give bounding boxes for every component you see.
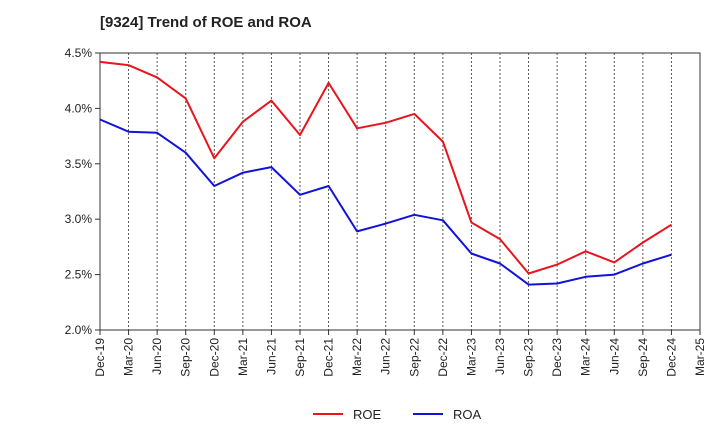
x-tick-label: Jun-20 bbox=[150, 338, 164, 375]
x-tick-label: Sep-22 bbox=[407, 338, 421, 377]
x-tick-label: Mar-24 bbox=[579, 338, 593, 376]
x-tick-label: Dec-24 bbox=[664, 338, 678, 377]
series-line-roa bbox=[99, 118, 672, 286]
x-tick-label: Jun-21 bbox=[264, 338, 278, 375]
y-tick-label: 4.0% bbox=[65, 101, 93, 115]
x-tick-label: Sep-20 bbox=[179, 338, 193, 377]
x-tick-label: Sep-21 bbox=[293, 338, 307, 377]
x-tick-label: Dec-23 bbox=[550, 338, 564, 377]
legend-label-roa: ROA bbox=[453, 407, 482, 422]
x-tick-label: Jun-24 bbox=[607, 338, 621, 375]
x-tick-label: Mar-20 bbox=[122, 338, 136, 376]
x-tick-label: Mar-21 bbox=[236, 338, 250, 376]
legend-label-roe: ROE bbox=[353, 407, 382, 422]
grid-lines bbox=[128, 53, 672, 330]
axes: 2.0% 2.5% 3.0% 3.5% 4.0% 4.5% Dec-19 Mar-20 Jun-… bbox=[65, 46, 707, 377]
legend: ROE ROA bbox=[313, 407, 482, 422]
plot-frame bbox=[99, 52, 701, 331]
series-lines bbox=[99, 60, 672, 286]
x-tick-label: Dec-22 bbox=[436, 338, 450, 377]
y-tick-label: 3.0% bbox=[65, 212, 93, 226]
y-tick-label: 2.5% bbox=[65, 268, 93, 282]
x-tick-label: Mar-23 bbox=[464, 338, 478, 376]
y-tick-label: 4.5% bbox=[65, 46, 93, 60]
x-tick-label: Mar-25 bbox=[693, 338, 707, 376]
x-tick-label: Dec-20 bbox=[207, 338, 221, 377]
y-tick-label: 3.5% bbox=[65, 157, 93, 171]
x-tick-label: Jun-22 bbox=[379, 338, 393, 375]
y-tick-label: 2.0% bbox=[65, 323, 93, 337]
x-tick-label: Dec-19 bbox=[93, 338, 107, 377]
x-tick-label: Sep-24 bbox=[636, 338, 650, 377]
series-line-roe bbox=[99, 60, 672, 275]
x-tick-label: Mar-22 bbox=[350, 338, 364, 376]
chart-title: [9324] Trend of ROE and ROA bbox=[100, 14, 312, 31]
x-tick-label: Jun-23 bbox=[493, 338, 507, 375]
x-tick-label: Sep-23 bbox=[522, 338, 536, 377]
x-tick-label: Dec-21 bbox=[322, 338, 336, 377]
